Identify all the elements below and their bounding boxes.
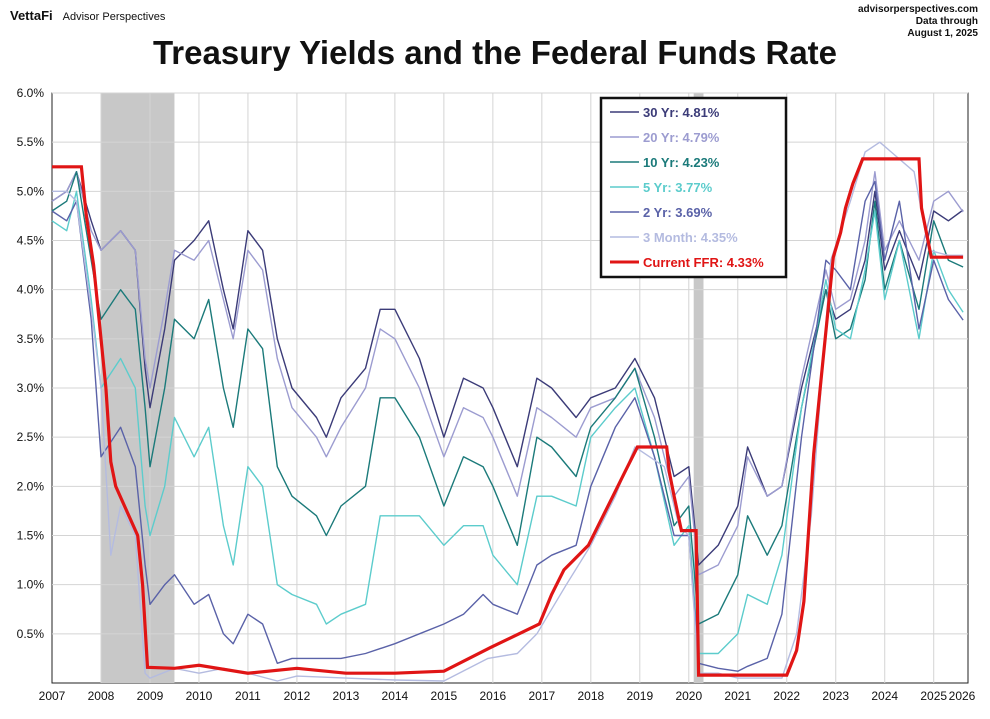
x-tick-label: 2024 (871, 689, 898, 703)
x-tick-label: 2014 (382, 689, 409, 703)
x-tick-label: 2013 (333, 689, 360, 703)
legend-label: 20 Yr: 4.79% (643, 130, 720, 145)
y-tick-label: 4.5% (17, 234, 45, 248)
x-tick-label: 2017 (528, 689, 555, 703)
legend-label: 30 Yr: 4.81% (643, 105, 720, 120)
x-tick-label: 2012 (284, 689, 311, 703)
x-tick-label: 2020 (675, 689, 702, 703)
legend-label: Current FFR: 4.33% (643, 255, 764, 270)
legend-label: 2 Yr: 3.69% (643, 205, 713, 220)
x-tick-label: 2019 (626, 689, 653, 703)
y-tick-label: 1.5% (17, 529, 45, 543)
x-tick-label: 2018 (577, 689, 604, 703)
brand: VettaFi Advisor Perspectives (10, 8, 165, 23)
x-tick-label: 2015 (431, 689, 458, 703)
brand-logo: VettaFi (10, 8, 53, 23)
x-tick-label: 2007 (39, 689, 66, 703)
y-tick-label: 2.5% (17, 430, 45, 444)
x-tick-label: 2026 (949, 689, 976, 703)
y-tick-label: 3.5% (17, 332, 45, 346)
chart-title: Treasury Yields and the Federal Funds Ra… (152, 34, 838, 71)
source-data-through: Data through (915, 16, 978, 27)
y-tick-label: 5.5% (17, 135, 45, 149)
y-tick-label: 2.0% (17, 479, 45, 493)
legend-label: 3 Month: 4.35% (643, 230, 738, 245)
y-tick-label: 1.0% (17, 578, 45, 592)
legend-label: 5 Yr: 3.77% (643, 180, 713, 195)
y-tick-label: 3.0% (17, 381, 45, 395)
legend-label: 10 Yr: 4.23% (643, 155, 720, 170)
source-date: August 1, 2025 (907, 28, 978, 39)
x-tick-label: 2011 (235, 689, 261, 703)
x-tick-label: 2025 (920, 689, 947, 703)
x-tick-label: 2016 (480, 689, 507, 703)
y-tick-label: 0.5% (17, 627, 45, 641)
source-note: advisorperspectives.com Data through Aug… (858, 4, 978, 40)
series-line (51, 190, 964, 655)
source-url: advisorperspectives.com (857, 4, 978, 15)
series-line-ffr (52, 157, 964, 677)
x-tick-label: 2023 (822, 689, 849, 703)
series-line (51, 170, 964, 625)
x-tick-label: 2009 (137, 689, 164, 703)
x-tick-label: 2022 (773, 689, 800, 703)
y-tick-label: 6.0% (17, 86, 45, 100)
x-tick-label: 2021 (724, 689, 751, 703)
y-tick-label: 5.0% (17, 184, 45, 198)
x-tick-label: 2010 (186, 689, 213, 703)
y-tick-label: 4.0% (17, 283, 45, 297)
brand-subtitle: Advisor Perspectives (62, 11, 166, 23)
x-tick-label: 2008 (88, 689, 115, 703)
series-line (52, 141, 964, 682)
